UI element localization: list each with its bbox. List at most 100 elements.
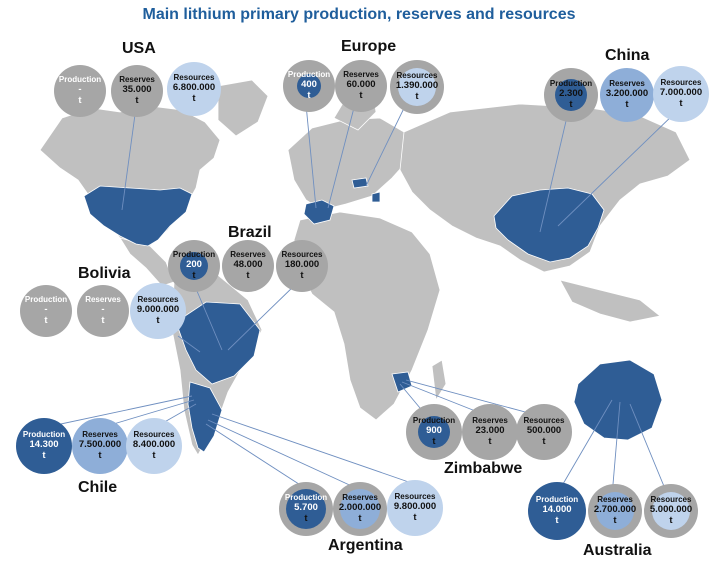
bubble-unit: t: [669, 514, 673, 526]
label-china: China: [605, 47, 650, 64]
leader-europe-resources: [365, 99, 409, 187]
brazil-resources-bubble: Resources 180.000 t: [276, 240, 328, 292]
serbia-country: [371, 191, 381, 203]
southeast-asia-landmass: [559, 279, 661, 323]
bubble-label: Production: [535, 495, 579, 505]
label-australia: Australia: [583, 542, 652, 559]
usa-resources-bubble: Resources 6.800.000 t: [167, 62, 221, 116]
bubble-value: 23.000: [475, 424, 505, 436]
bubble-value: 1.390.000: [395, 79, 439, 91]
bubble-value: 14.300: [29, 438, 59, 450]
usa-production-bubble: Production - t: [54, 65, 106, 117]
bubble-label: Resources: [281, 250, 323, 260]
bubble-unit: t: [569, 98, 573, 110]
zimbabwe-reserves-bubble: Reserves 23.000 t: [462, 404, 518, 460]
bubble-label: Resources: [650, 495, 692, 505]
bubble-unit: t: [413, 511, 417, 523]
bubble-inner-fill: [652, 492, 690, 530]
leader-argentina-resources: [211, 413, 427, 489]
leader-bolivia-resources: [177, 335, 201, 353]
bubble-value: -: [44, 303, 48, 315]
bubble-value: 2.000.000: [338, 501, 382, 513]
leader-europe-reserves: [327, 99, 357, 209]
bubble-value: 200: [186, 258, 202, 270]
bubble-inner-fill: [180, 252, 208, 280]
label-chile: Chile: [78, 479, 118, 496]
bubble-label: Reserves: [472, 416, 508, 426]
bubble-label: Reserves: [230, 250, 266, 260]
europe-reserves-bubble: Reserves 60.000 t: [335, 60, 387, 112]
bubble-unit: t: [415, 90, 419, 102]
bubble-unit: t: [152, 449, 156, 461]
bubble-unit: t: [78, 94, 82, 106]
bubble-value: -: [78, 83, 82, 95]
bubble-value: 6.800.000: [172, 81, 216, 93]
bubble-unit: t: [156, 314, 160, 326]
china-resources-bubble: Resources 7.000.000 t: [653, 66, 709, 122]
leader-chile-production: [41, 395, 193, 429]
bubble-unit: t: [304, 512, 308, 524]
bubble-unit: t: [307, 89, 311, 101]
greenland-landmass: [217, 79, 269, 137]
bubble-unit: t: [192, 92, 196, 104]
europe-production-bubble: Production 400 t: [283, 60, 335, 112]
usa-reserves-bubble: Reserves 35.000 t: [111, 65, 163, 117]
bubble-value: 14.000: [542, 503, 572, 515]
australia-reserves-bubble: Reserves 2.700.000 t: [588, 484, 642, 538]
bubble-label: Resources: [133, 430, 175, 440]
leader-australia-production: [555, 399, 613, 497]
argentina-reserves-bubble: Reserves 2.000.000 t: [333, 482, 387, 536]
bubble-inner-fill: [418, 416, 450, 448]
bubble-label: Production: [287, 70, 331, 80]
bolivia-resources-bubble: Resources 9.000.000 t: [130, 283, 186, 339]
bubble-unit: t: [488, 435, 492, 447]
leader-europe-production: [304, 93, 317, 209]
bubble-label: Resources: [173, 73, 215, 83]
zimbabwe-production-bubble: Production 900 t: [406, 404, 462, 460]
label-europe: Europe: [341, 38, 397, 55]
bubble-unit: t: [101, 314, 105, 326]
bubble-label: Reserves: [85, 295, 121, 305]
bubble-unit: t: [679, 97, 683, 109]
china-country: [493, 187, 605, 263]
bubble-unit: t: [555, 514, 559, 526]
bubble-label: Production: [22, 430, 66, 440]
bubble-label: Reserves: [609, 79, 645, 89]
bubble-value: 7.000.000: [659, 86, 703, 98]
leader-brazil-resources: [227, 283, 297, 351]
leader-china-resources: [557, 111, 677, 227]
chart-title: Main lithium primary production, reserve…: [142, 6, 576, 23]
bubble-unit: t: [135, 94, 139, 106]
bubble-value: 9.800.000: [393, 500, 437, 512]
label-zimbabwe: Zimbabwe: [444, 460, 523, 477]
bubble-inner-fill: [286, 489, 326, 529]
bubble-label: Production: [58, 75, 102, 85]
bubble-inner-fill: [596, 492, 634, 530]
bubble-unit: t: [44, 314, 48, 326]
bubble-label: Resources: [660, 78, 702, 88]
bubble-unit: t: [358, 512, 362, 524]
chile-production-bubble: Production 14.300 t: [16, 418, 72, 474]
bubble-value: 7.500.000: [78, 438, 122, 450]
bubble-inner-fill: [297, 74, 321, 98]
argentina-production-bubble: Production 5.700 t: [279, 482, 333, 536]
bolivia-reserves-bubble: Reserves - t: [77, 285, 129, 337]
bubble-label: Production: [24, 295, 68, 305]
chile-argentina-country: [187, 381, 223, 453]
bubble-label: Production: [549, 79, 593, 89]
europe-landmass: [287, 117, 411, 211]
label-bolivia: Bolivia: [78, 265, 131, 282]
bubble-label: Resources: [396, 71, 438, 81]
bubble-label: Reserves: [342, 493, 378, 503]
brazil-production-bubble: Production 200 t: [168, 240, 220, 292]
bubble-unit: t: [98, 449, 102, 461]
label-argentina: Argentina: [328, 537, 403, 554]
china-production-bubble: Production 2.300 t: [544, 68, 598, 122]
bubble-value: 500.000: [526, 424, 562, 436]
bubble-label: Production: [412, 416, 456, 426]
bubble-value: 60.000: [346, 78, 376, 90]
bubble-value: 9.000.000: [136, 303, 180, 315]
europe-resources-bubble: Resources 1.390.000 t: [390, 60, 444, 114]
bubble-value: 180.000: [284, 258, 320, 270]
bubble-value: 5.000.000: [649, 503, 693, 515]
